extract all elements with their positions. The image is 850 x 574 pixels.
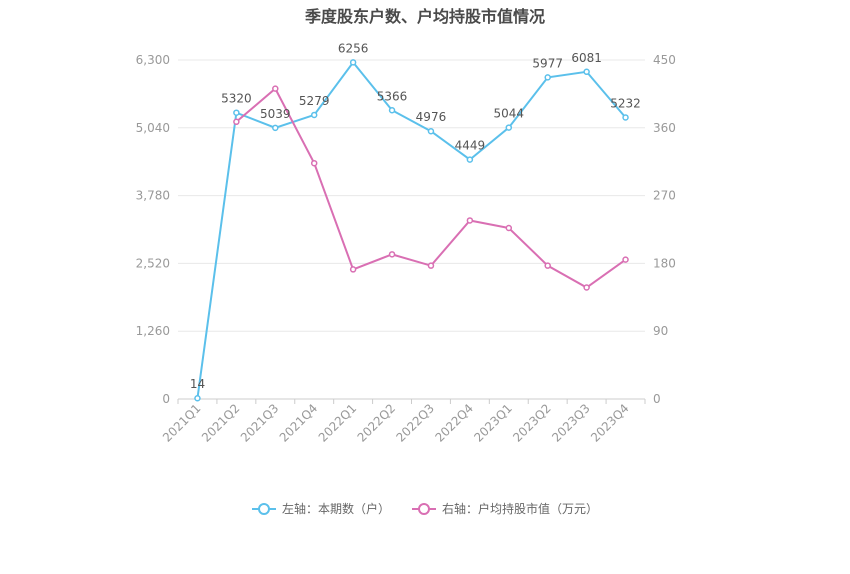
x-tick-label: 2023Q1 [471,401,515,445]
y-left-tick-label: 1,260 [136,324,170,338]
axes [177,398,646,404]
left-series-point [194,394,201,402]
right-series-point [622,256,629,263]
left-series-point [388,107,396,114]
chart-title: 季度股东户数、户均持股市值情况 [304,7,545,26]
legend-item-left-series[interactable]: 左轴：本期数（户） [251,500,390,517]
left-series-point [583,68,590,76]
left-series-point [505,124,513,131]
data-label: 5977 [532,56,563,70]
right-series-point [583,284,590,291]
left-series-point [272,124,279,132]
data-label: 5366 [377,89,408,103]
grid-lines [178,59,645,332]
y-right-tick-label: 360 [653,121,676,135]
legend-label-left: 左轴：本期数（户） [281,502,390,516]
y-right-tick-label: 90 [653,324,668,338]
x-tick-label: 2021Q2 [199,401,243,445]
left-series-point [233,109,240,116]
x-tick-label: 2022Q3 [394,401,438,445]
right-series-point [272,85,279,92]
x-tick-label: 2022Q1 [316,401,360,445]
y-left-tick-label: 6,300 [136,53,170,67]
left-series-point [349,59,357,66]
y-right-tick-label: 0 [653,392,661,406]
y-left-tick-label: 0 [162,392,170,406]
data-label: 14 [190,377,205,391]
left-series-point [622,114,629,121]
x-tick-label: 2021Q4 [277,401,321,445]
data-label: 5232 [610,96,641,110]
right-series-point [388,251,396,258]
left-series-point [466,156,474,163]
legend-swatch-left-icon [251,502,276,516]
series-lines [194,59,629,402]
data-label: 5320 [221,92,252,106]
x-tick-label: 2021Q3 [238,401,282,445]
x-tick-label: 2021Q1 [160,401,204,445]
x-tick-label: 2023Q4 [588,401,632,445]
legend-swatch-right-icon [412,502,436,516]
data-label: 4976 [416,110,447,124]
y-right-tick-label: 270 [653,189,676,203]
data-label: 5044 [494,107,525,121]
legend-label-right: 右轴：户均持股市值（万元） [442,502,599,516]
left-series-point [427,127,435,135]
data-label: 5039 [260,107,291,121]
right-series-point [349,266,357,273]
left-series-point [544,74,551,81]
right-series-point [310,159,318,167]
x-tick-label: 2023Q2 [510,401,554,445]
right-series-point [466,217,474,224]
data-label: 4449 [455,139,486,153]
right-series-point [505,224,513,232]
right-series-point [544,262,551,269]
right-series-point [427,262,435,269]
legend-item-right-series[interactable]: 右轴：户均持股市值（万元） [412,500,598,517]
x-tick-label: 2022Q2 [355,401,399,445]
y-right-tick-label: 450 [653,53,676,67]
data-label: 5279 [299,94,330,108]
y-left-tick-label: 3,780 [136,189,170,203]
data-labels: 14 5320 5039 5279 6256 5366 4976 4449 5044 5977 60… [190,41,641,391]
data-label: 6256 [338,41,369,55]
y-left-tick-label: 5,040 [136,121,170,135]
tick-labels: 0 0 1,260 90 2,520 180 3,780 270 5,040 360 6,300 45… [136,53,676,445]
y-left-tick-label: 2,520 [136,256,170,270]
data-label: 6081 [571,51,602,65]
left-series-line [196,60,627,399]
legend: 左轴：本期数（户） 右轴：户均持股市值（万元） [0,500,850,517]
left-series-point [310,111,318,119]
x-tick-label: 2023Q3 [549,401,593,445]
y-right-tick-label: 180 [653,256,676,270]
x-tick-label: 2022Q4 [432,401,476,445]
right-series-point [233,118,240,126]
